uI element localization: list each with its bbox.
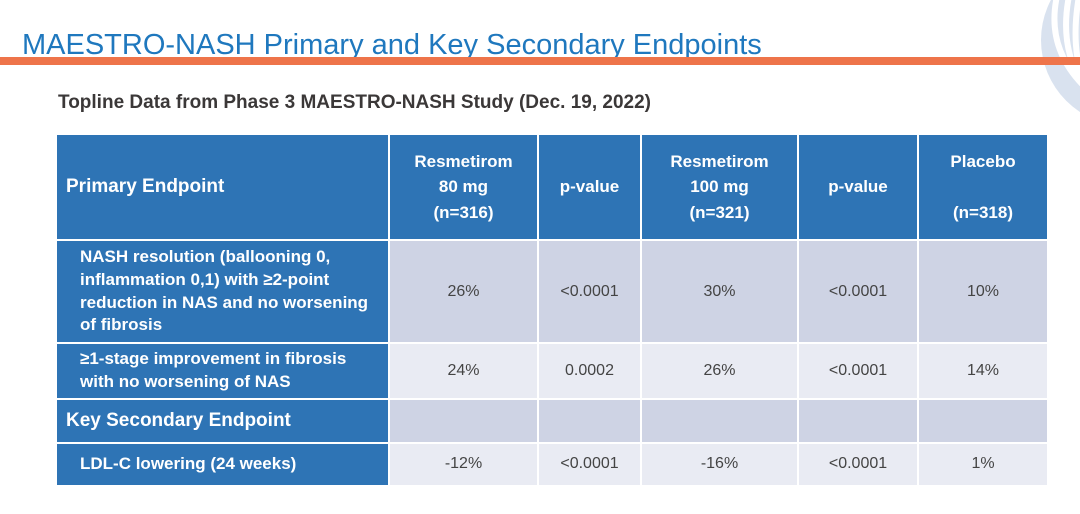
header-p-value-2: p-value xyxy=(797,133,919,241)
cell-value: 10% xyxy=(917,239,1049,344)
cell-value: 26% xyxy=(388,239,539,344)
header-placebo: Placebo (n=318) xyxy=(917,133,1049,241)
cell-value: 24% xyxy=(388,342,539,400)
table-row-ldl-c-lowering: LDL-C lowering (24 weeks) -12% <0.0001 -… xyxy=(55,441,1049,487)
cell-empty xyxy=(537,397,642,444)
cell-empty xyxy=(917,397,1049,444)
cell-value: <0.0001 xyxy=(537,441,642,487)
row-label: LDL-C lowering (24 weeks) xyxy=(55,441,390,487)
table-caption: Topline Data from Phase 3 MAESTRO-NASH S… xyxy=(58,92,652,113)
header-resmetirom-100mg: Resmetirom 100 mg (n=321) xyxy=(640,133,799,241)
table-row-key-secondary-endpoint: Key Secondary Endpoint xyxy=(55,397,1049,444)
cell-value: -12% xyxy=(388,441,539,487)
striped-globe-logo-icon xyxy=(1041,0,1080,112)
cell-value: -16% xyxy=(640,441,799,487)
cell-empty xyxy=(388,397,539,444)
page-title: MAESTRO-NASH Primary and Key Secondary E… xyxy=(22,29,762,62)
title-divider-rule xyxy=(0,57,1080,65)
table-row-fibrosis-improvement: ≥1-stage improvement in fibrosis with no… xyxy=(55,342,1049,400)
table-row-nash-resolution: NASH resolution (ballooning 0, inflammat… xyxy=(55,239,1049,344)
header-primary-endpoint: Primary Endpoint xyxy=(55,133,390,241)
cell-value: 0.0002 xyxy=(537,342,642,400)
cell-value: 1% xyxy=(917,441,1049,487)
header-p-value-1: p-value xyxy=(537,133,642,241)
cell-empty xyxy=(640,397,799,444)
cell-value: 14% xyxy=(917,342,1049,400)
table-header-row: Primary Endpoint Resmetirom 80 mg (n=316… xyxy=(55,133,1049,241)
section-label: Key Secondary Endpoint xyxy=(55,397,390,444)
cell-value: <0.0001 xyxy=(537,239,642,344)
header-resmetirom-80mg: Resmetirom 80 mg (n=316) xyxy=(388,133,539,241)
cell-value: <0.0001 xyxy=(797,342,919,400)
row-label: ≥1-stage improvement in fibrosis with no… xyxy=(55,342,390,400)
cell-value: 30% xyxy=(640,239,799,344)
cell-value: 26% xyxy=(640,342,799,400)
row-label: NASH resolution (ballooning 0, inflammat… xyxy=(55,239,390,344)
cell-value: <0.0001 xyxy=(797,441,919,487)
results-table: Primary Endpoint Resmetirom 80 mg (n=316… xyxy=(55,133,1049,487)
cell-empty xyxy=(797,397,919,444)
cell-value: <0.0001 xyxy=(797,239,919,344)
